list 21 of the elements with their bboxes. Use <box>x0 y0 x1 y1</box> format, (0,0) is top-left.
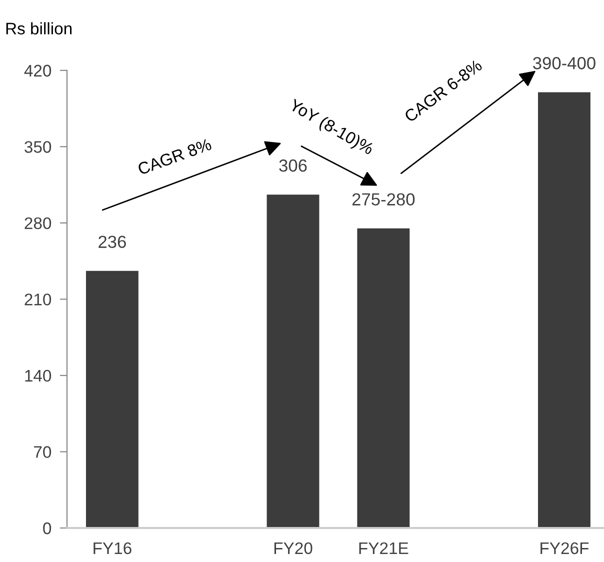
y-tick-label: 70 <box>34 446 52 458</box>
y-tick-label: 350 <box>24 141 52 153</box>
x-tick-label: FY16 <box>94 542 132 554</box>
data-label: 236 <box>98 236 126 248</box>
data-label: 390-400 <box>533 57 596 70</box>
y-axis-title: Rs billion <box>6 22 72 34</box>
x-tick-label: FY21E <box>359 542 408 554</box>
bar <box>266 194 320 528</box>
x-tick-label: FY20 <box>274 542 312 554</box>
data-label: 306 <box>279 159 307 172</box>
y-tick-label: 420 <box>24 64 52 77</box>
x-tick-label: FY26F <box>540 542 589 554</box>
y-tick-label: 210 <box>24 294 52 306</box>
data-label: 275-280 <box>352 193 415 206</box>
bar <box>86 270 138 528</box>
bar <box>357 228 410 528</box>
bar <box>538 92 590 528</box>
y-tick-label: 0 <box>43 522 52 534</box>
y-tick-label: 140 <box>25 370 52 382</box>
annotation: CAGR 8% <box>137 138 212 176</box>
y-tick-label: 280 <box>24 217 52 230</box>
